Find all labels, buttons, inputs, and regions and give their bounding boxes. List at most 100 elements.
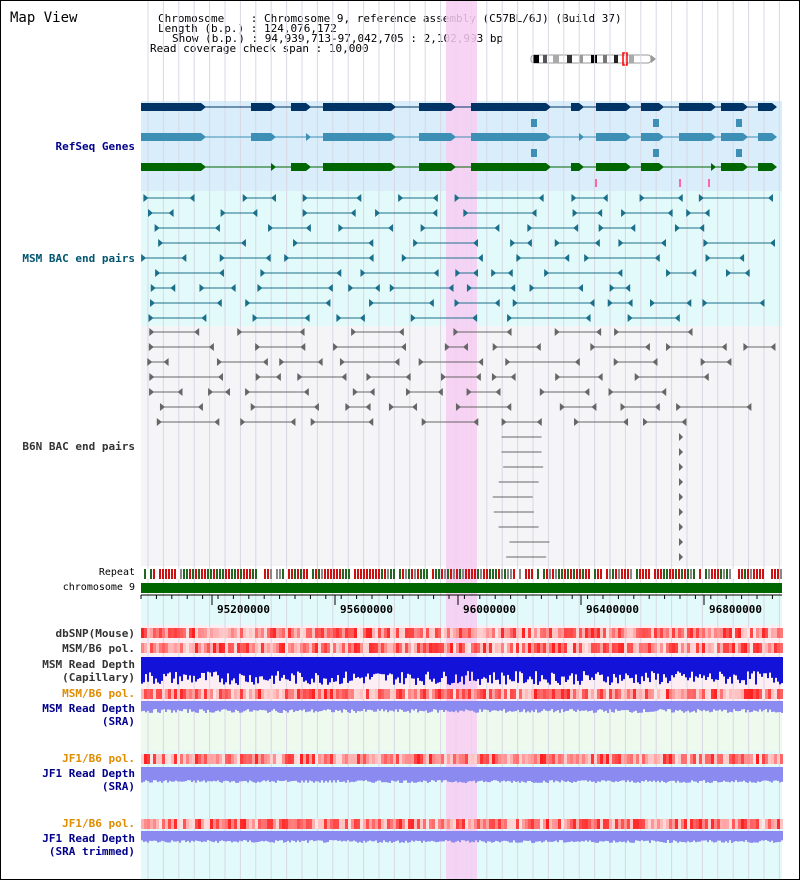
- depth-bar: [597, 657, 599, 673]
- repeat-mark: [315, 569, 317, 579]
- depth-bar: [409, 657, 411, 675]
- heat-cell: [642, 754, 645, 764]
- heat-cell: [465, 819, 468, 829]
- heat-cell: [297, 628, 300, 638]
- depth-bar: [603, 657, 605, 682]
- gene-strand-arrow: [451, 133, 456, 141]
- heat-cell: [153, 754, 156, 764]
- depth-bar: [183, 657, 185, 675]
- depth-bar: [371, 657, 373, 677]
- heat-cell: [594, 819, 597, 829]
- depth-bar: [151, 767, 153, 783]
- depth-bar: [321, 657, 323, 685]
- depth-bar: [323, 657, 325, 679]
- depth-bar: [189, 701, 191, 710]
- heat-cell: [717, 643, 720, 653]
- bac-end-marker: [225, 388, 231, 396]
- heat-cell: [732, 754, 735, 764]
- bac-end-marker: [770, 343, 776, 351]
- depth-bar: [653, 701, 655, 712]
- depth-bar: [387, 701, 389, 713]
- heat-cell: [183, 643, 186, 653]
- bac-end-marker: [620, 403, 626, 411]
- repeat-mark: [741, 569, 743, 579]
- depth-bar: [261, 831, 263, 841]
- depth-bar: [751, 767, 753, 783]
- bac-end-marker: [252, 209, 258, 217]
- depth-bar: [493, 767, 495, 781]
- heat-cell: [270, 628, 273, 638]
- heat-cell: [165, 628, 168, 638]
- depth-bar: [639, 701, 641, 713]
- heat-cell: [381, 643, 384, 653]
- gene-block: [721, 163, 743, 171]
- bac-end-marker: [150, 284, 156, 292]
- depth-bar: [641, 657, 643, 677]
- repeat-mark: [768, 569, 770, 579]
- depth-bar: [159, 831, 161, 842]
- chromosome-label: Chromosome: [158, 12, 225, 25]
- depth-bar: [481, 657, 483, 679]
- heat-cell: [678, 643, 681, 653]
- heat-cell: [327, 689, 330, 699]
- depth-bar: [547, 767, 549, 783]
- heat-cell: [276, 689, 279, 699]
- heat-cell: [468, 628, 471, 638]
- heat-cell: [639, 819, 642, 829]
- heat-cell: [768, 754, 771, 764]
- depth-bar: [161, 701, 163, 710]
- depth-bar: [395, 831, 397, 842]
- heat-cell: [522, 754, 525, 764]
- gene-strand-arrow: [711, 133, 716, 141]
- depth-bar: [755, 831, 757, 843]
- depth-bar: [751, 657, 753, 674]
- gene-block: [596, 103, 626, 111]
- depth-bar: [169, 831, 171, 843]
- heat-cell: [141, 689, 144, 699]
- heat-cell: [666, 689, 669, 699]
- depth-bar: [461, 831, 463, 841]
- repeat-mark: [453, 569, 455, 579]
- depth-bar: [737, 657, 739, 680]
- bac-end-marker: [666, 269, 672, 277]
- depth-bar: [627, 701, 629, 711]
- heat-cell: [765, 689, 768, 699]
- bac-end-marker: [699, 224, 705, 232]
- heat-cell: [444, 754, 447, 764]
- heat-cell: [702, 819, 705, 829]
- bac-end-marker: [573, 224, 579, 232]
- repeat-mark: [273, 569, 275, 579]
- depth-bar: [381, 767, 383, 783]
- bac-end-marker: [691, 269, 697, 277]
- depth-bar: [351, 701, 353, 710]
- depth-bar: [763, 701, 765, 711]
- depth-bar: [547, 831, 549, 842]
- depth-bar: [605, 701, 607, 711]
- repeat-mark: [732, 569, 734, 579]
- depth-bar: [347, 701, 349, 713]
- heat-cell: [327, 754, 330, 764]
- depth-bar: [593, 767, 595, 782]
- depth-bar: [175, 657, 177, 673]
- depth-bar: [507, 657, 509, 675]
- bac-end-marker: [491, 269, 497, 277]
- depth-bar: [163, 701, 165, 710]
- depth-bar: [419, 657, 421, 681]
- depth-bar: [185, 831, 187, 842]
- heat-cell: [411, 689, 414, 699]
- depth-bar: [689, 657, 691, 678]
- depth-bar: [779, 831, 781, 842]
- depth-bar: [655, 831, 657, 842]
- depth-bar: [183, 767, 185, 782]
- heat-cell: [279, 628, 282, 638]
- bac-end-marker: [252, 314, 258, 322]
- depth-bar: [715, 657, 717, 680]
- bac-end-marker: [412, 403, 418, 411]
- repeat-mark: [267, 569, 269, 579]
- heat-cell: [396, 643, 399, 653]
- depth-bar: [721, 767, 723, 782]
- depth-bar: [143, 701, 145, 711]
- heat-cell: [279, 689, 282, 699]
- heat-cell: [444, 628, 447, 638]
- depth-bar: [439, 657, 441, 683]
